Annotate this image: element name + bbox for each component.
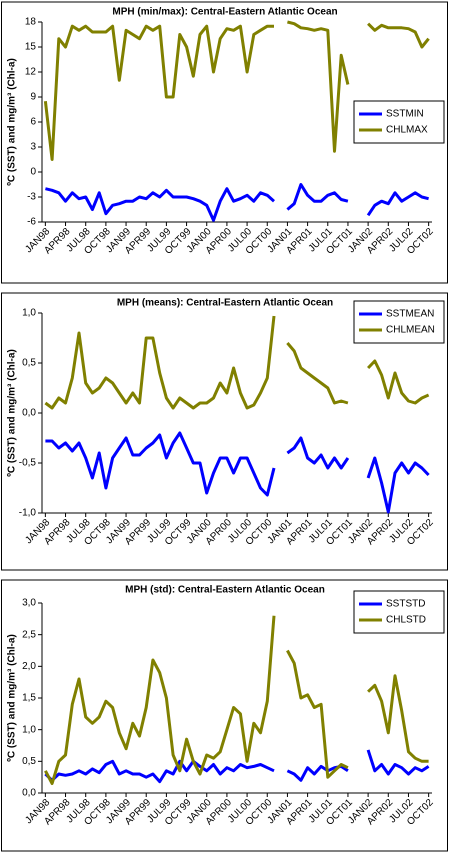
y-tick-label: -0,5 bbox=[19, 458, 37, 469]
chart: MPH (means): Central-Eastern Atlantic Oc… bbox=[1, 292, 448, 571]
y-axis-label: ºC (SST) and mg/m³ (Chl-a) bbox=[7, 634, 18, 762]
legend-box bbox=[353, 590, 445, 634]
y-tick-label: -6 bbox=[27, 217, 36, 228]
legend-label: CHLSTD bbox=[386, 615, 426, 626]
y-tick-label: 3,0 bbox=[22, 598, 36, 609]
legend-label: CHLMAX bbox=[386, 125, 428, 136]
chart: MPH (std): Central-Eastern Atlantic Ocea… bbox=[1, 579, 448, 852]
legend: SSTMEAN CHLMEAN bbox=[353, 300, 445, 344]
legend-box bbox=[353, 100, 445, 144]
legend-label: CHLMEAN bbox=[386, 325, 435, 336]
y-tick-label: -1,0 bbox=[19, 508, 37, 519]
y-tick-label: 6 bbox=[30, 117, 36, 128]
legend-label: SSTSTD bbox=[386, 599, 425, 610]
y-tick-label: -3 bbox=[27, 192, 36, 203]
y-tick-label: 0,0 bbox=[22, 788, 36, 799]
y-tick-label: 2,5 bbox=[22, 629, 36, 640]
y-tick-label: 3 bbox=[30, 142, 36, 153]
y-tick-label: 1,0 bbox=[22, 724, 36, 735]
y-tick-label: 2,0 bbox=[22, 661, 36, 672]
y-tick-label: 0,5 bbox=[22, 756, 36, 767]
legend-box bbox=[353, 300, 445, 344]
y-tick-label: 18 bbox=[25, 17, 37, 28]
legend: SSTMIN CHLMAX bbox=[353, 100, 445, 144]
chart-title: MPH (min/max): Central-Eastern Atlantic … bbox=[112, 7, 337, 18]
legend-label: SSTMIN bbox=[386, 109, 424, 120]
y-tick-label: 0,5 bbox=[22, 358, 36, 369]
series-line bbox=[45, 183, 429, 222]
series-line bbox=[43, 20, 430, 161]
y-tick-label: 15 bbox=[25, 42, 37, 53]
y-tick-label: 0,0 bbox=[22, 408, 36, 419]
y-tick-label: 0 bbox=[30, 167, 36, 178]
series-line bbox=[44, 315, 430, 410]
legend-label: SSTMEAN bbox=[386, 309, 434, 320]
y-tick-label: 12 bbox=[25, 67, 37, 78]
series-line bbox=[44, 615, 429, 785]
y-axis-label: ºC (SST) and mg/m³ (Chl-a) bbox=[7, 349, 18, 477]
chart-title: MPH (means): Central-Eastern Atlantic Oc… bbox=[117, 298, 333, 309]
chart-title: MPH (std): Central-Eastern Atlantic Ocea… bbox=[125, 585, 325, 596]
series-line bbox=[45, 431, 430, 514]
y-tick-label: 9 bbox=[30, 92, 36, 103]
chart: MPH (min/max): Central-Eastern Atlantic … bbox=[1, 1, 448, 284]
legend: SSTSTD CHLSTD bbox=[353, 590, 445, 634]
y-tick-label: 1,0 bbox=[22, 308, 36, 319]
y-tick-label: 1,5 bbox=[22, 693, 36, 704]
y-axis-label: ºC (SST) and mg/m³ (Chl-a) bbox=[7, 58, 18, 186]
